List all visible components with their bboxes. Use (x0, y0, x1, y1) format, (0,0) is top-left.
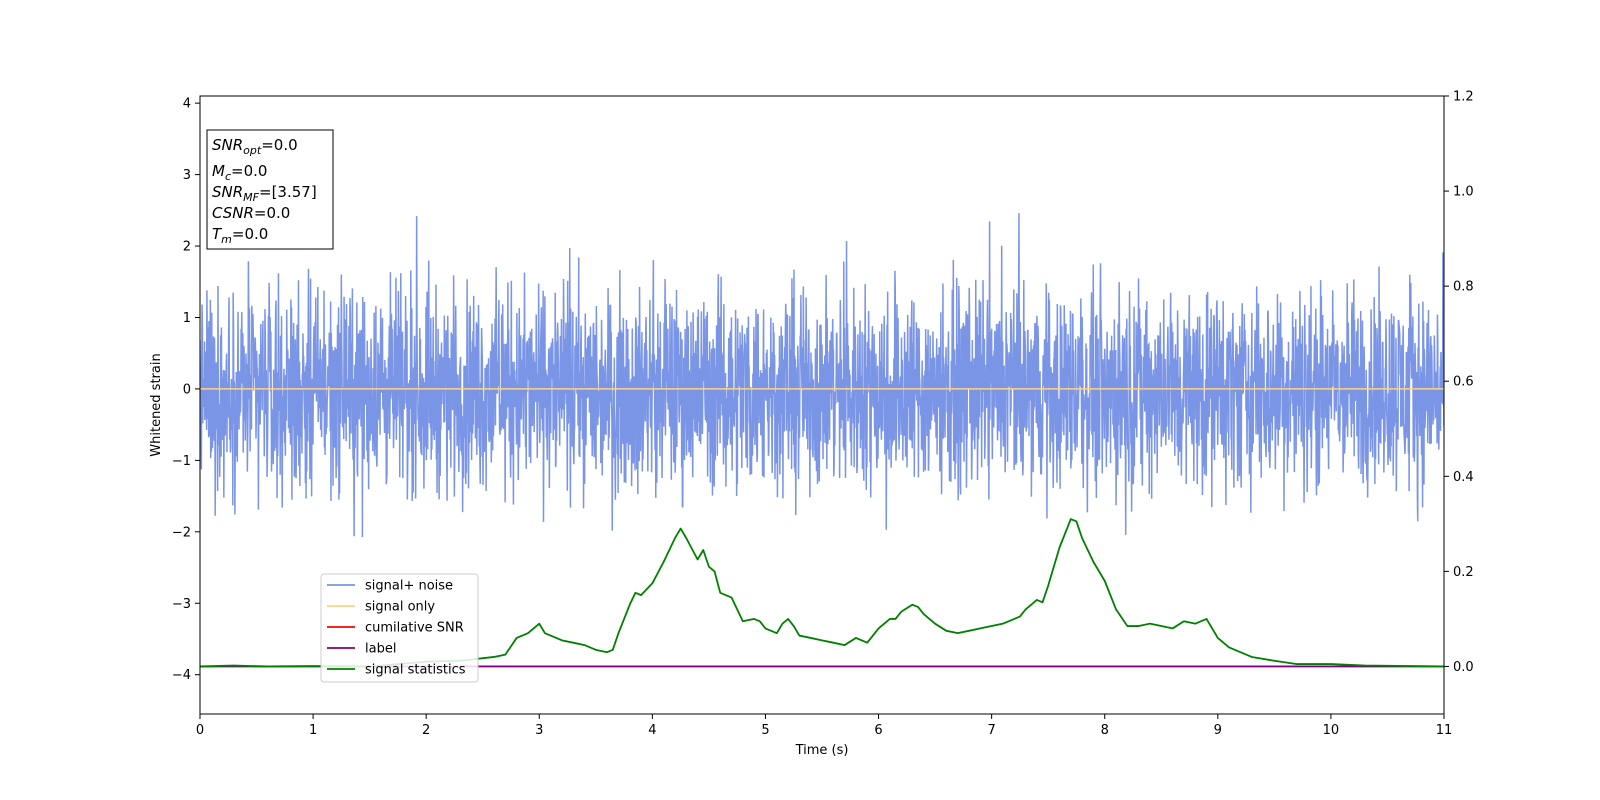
annotation-line: Mc=0.0 (212, 162, 267, 183)
legend-label: signal only (365, 600, 435, 615)
signal-statistics-series (200, 518, 1444, 668)
annotation-line: SNRopt=0.0 (212, 136, 298, 157)
annotation-subscript: c (225, 170, 231, 183)
y-left-tick-label: 4 (183, 97, 191, 112)
annotation-symbol: T (212, 225, 223, 243)
x-tick-label: 7 (987, 723, 995, 738)
annotation-symbol: SNR (212, 183, 243, 201)
y-left-tick-label: 0 (183, 382, 191, 397)
x-tick-label: 11 (1436, 723, 1453, 738)
y-left-tick-label: −2 (172, 525, 191, 540)
annotation-line: CSNR=0.0 (212, 204, 290, 222)
x-tick-label: 4 (648, 723, 656, 738)
y-axis-left: −4 −3 −2 −1 0 1 2 3 4 (172, 97, 200, 683)
annotation-symbol: CSNR (212, 204, 254, 222)
x-tick-label: 9 (1214, 723, 1222, 738)
plot-frame (199, 95, 1445, 715)
y-right-tick-label: 1.2 (1453, 90, 1474, 105)
annotation-frame (206, 129, 334, 250)
x-tick-label: 0 (196, 723, 204, 738)
y-right-tick-label: 0.8 (1453, 280, 1474, 295)
y-right-tick-label: 0.4 (1453, 470, 1474, 485)
x-tick-label: 2 (422, 723, 430, 738)
x-axis-label: Time (s) (795, 743, 849, 758)
signal-statistics-line (200, 518, 1444, 668)
x-tick-label: 1 (309, 723, 317, 738)
annotation-subscript: opt (243, 144, 262, 157)
signal-noise-series (200, 213, 1444, 538)
legend: signal+ noise signal only cumilative SNR la… (320, 573, 479, 683)
x-tick-label: 8 (1101, 723, 1109, 738)
annotation-value: =[3.57] (259, 183, 317, 201)
legend-frame (320, 573, 479, 683)
y-axis-right: 0.0 0.2 0.4 0.6 0.8 1.0 1.2 (1444, 90, 1474, 675)
legend-label: signal statistics (365, 663, 466, 678)
annotation-value: =0.0 (261, 136, 297, 154)
parameter-annotation-box: SNRopt=0.0Mc=0.0SNRMF=[3.57]CSNR=0.0Tm=0… (206, 129, 334, 250)
annotation-line: Tm=0.0 (212, 225, 268, 246)
annotation-value: =0.0 (232, 225, 268, 243)
x-tick-label: 10 (1323, 723, 1340, 738)
annotation-subscript: m (221, 233, 232, 246)
signal-noise-line (200, 213, 1444, 538)
y-left-tick-label: 1 (183, 311, 191, 326)
annotation-value: =0.0 (231, 162, 267, 180)
y-left-tick-label: 3 (183, 168, 191, 183)
y-right-tick-label: 0.6 (1453, 375, 1474, 390)
x-tick-label: 5 (761, 723, 769, 738)
y-left-tick-label: 2 (183, 240, 191, 255)
annotation-subscript: MF (243, 191, 259, 204)
y-axis-label: Whitened strain (149, 353, 164, 456)
x-tick-label: 6 (874, 723, 882, 738)
annotation-value: =0.0 (254, 204, 290, 222)
y-left-tick-label: −1 (172, 454, 191, 469)
legend-label: label (365, 642, 396, 657)
x-tick-label: 3 (535, 723, 543, 738)
annotation-symbol: SNR (212, 136, 243, 154)
annotation-line: SNRMF=[3.57] (212, 183, 317, 204)
legend-label: signal+ noise (365, 579, 453, 594)
y-left-tick-label: −4 (172, 668, 191, 683)
y-right-tick-label: 1.0 (1453, 185, 1474, 200)
y-right-tick-label: 0.0 (1453, 660, 1474, 675)
y-left-tick-label: −3 (172, 597, 191, 612)
annotation-symbol: M (212, 162, 225, 180)
x-axis: 0 1 2 3 4 5 6 7 8 9 10 11 (196, 714, 1452, 738)
y-right-tick-label: 0.2 (1453, 565, 1474, 580)
legend-label: cumilative SNR (365, 621, 464, 636)
